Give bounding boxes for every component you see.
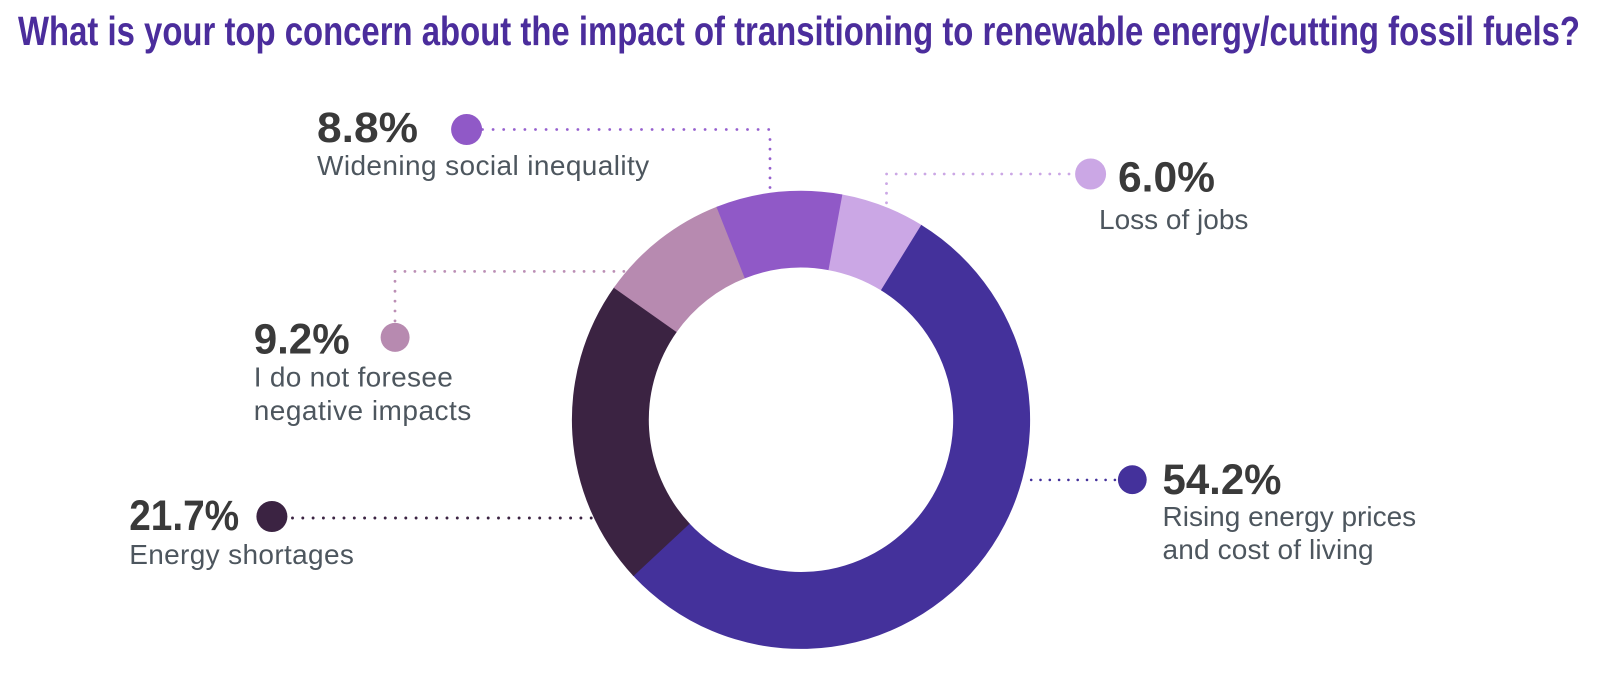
svg-text:9.2%: 9.2% (254, 316, 350, 364)
svg-text:8.8%: 8.8% (317, 104, 418, 152)
svg-text:21.7%: 21.7% (129, 492, 239, 540)
svg-text:6.0%: 6.0% (1118, 154, 1215, 202)
svg-text:and cost of living: and cost of living (1163, 534, 1374, 565)
svg-text:54.2%: 54.2% (1163, 456, 1282, 504)
svg-text:I do not foresee: I do not foresee (254, 362, 453, 393)
svg-text:What is your top concern about: What is your top concern about the impac… (18, 8, 1580, 54)
svg-text:Widening social inequality: Widening social inequality (317, 150, 650, 181)
svg-text:Loss of jobs: Loss of jobs (1099, 204, 1248, 235)
svg-text:negative impacts: negative impacts (254, 395, 472, 426)
svg-text:Energy shortages: Energy shortages (129, 539, 354, 570)
svg-text:Rising energy prices: Rising energy prices (1163, 501, 1417, 532)
